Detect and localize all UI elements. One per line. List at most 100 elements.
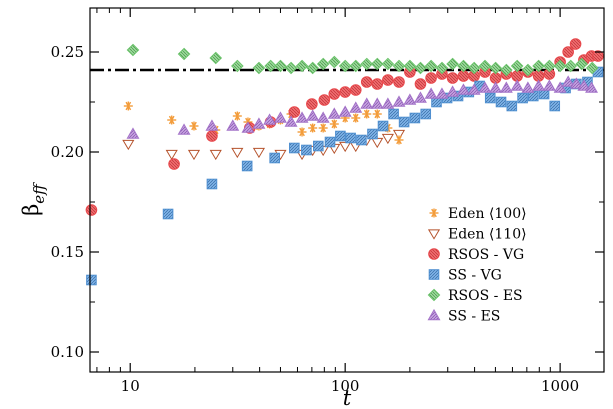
- data-point-rsos-vg: [349, 84, 362, 96]
- data-point-eden-110: [392, 129, 406, 141]
- data-point-rsos-es: [306, 61, 319, 75]
- legend-marker-rsos-es: [427, 288, 441, 302]
- data-point-rsos-vg: [288, 106, 301, 118]
- data-point-ss-es: [561, 75, 575, 87]
- data-point-ss-es: [126, 127, 140, 139]
- data-point-ss-es: [381, 97, 395, 109]
- data-point-ss-es: [467, 83, 481, 95]
- legend-label-ss-es: SS - ES: [448, 309, 500, 325]
- data-point-eden-100: [167, 115, 177, 125]
- legend-marker-rsos-vg: [428, 248, 440, 260]
- data-point-rsos-es: [316, 57, 330, 71]
- data-point-ss-vg: [241, 160, 253, 172]
- data-point-eden-110: [371, 137, 384, 149]
- data-point-ss-es: [327, 107, 341, 119]
- data-point-ss-es: [553, 81, 567, 93]
- data-point-rsos-vg: [562, 46, 574, 58]
- data-point-eden-100: [372, 109, 382, 119]
- data-point-rsos-es: [284, 61, 298, 75]
- legend-label-eden-100: Eden ⟨100⟩: [448, 206, 527, 222]
- x-axis-title: t: [343, 386, 352, 409]
- data-point-ss-es: [338, 105, 352, 117]
- data-point-rsos-vg: [569, 38, 582, 50]
- data-point-eden-100: [362, 109, 372, 119]
- data-point-ss-es: [478, 81, 492, 93]
- legend-label-eden-110: Eden ⟨110⟩: [448, 227, 527, 243]
- data-point-ss-es: [205, 119, 219, 131]
- data-point-ss-vg: [409, 112, 421, 124]
- data-point-ss-vg: [506, 100, 518, 112]
- legend-marker-eden-110: [427, 229, 441, 240]
- legend-label-rsos-es: RSOS - ES: [448, 288, 523, 304]
- data-point-ss-vg: [206, 178, 218, 190]
- data-point-ss-es: [532, 79, 546, 91]
- data-point-rsos-es: [360, 57, 374, 71]
- data-point-rsos-es: [585, 61, 599, 75]
- data-point-eden-110: [339, 141, 352, 153]
- data-point-rsos-es: [327, 55, 341, 69]
- y-axis-title: βeff: [19, 182, 48, 216]
- data-point-rsos-es: [381, 57, 395, 71]
- data-point-ss-es: [360, 97, 374, 109]
- data-point-eden-100: [394, 135, 404, 145]
- data-point-ss-vg: [549, 100, 561, 112]
- data-point-rsos-es: [349, 59, 363, 73]
- data-point-ss-es: [489, 81, 503, 93]
- data-point-rsos-es: [209, 51, 223, 65]
- data-point-rsos-vg: [592, 50, 604, 62]
- data-point-ss-vg: [335, 130, 346, 142]
- data-point-rsos-vg: [206, 130, 218, 142]
- data-point-ss-es: [295, 111, 309, 123]
- y-tick-label: 0.10: [51, 343, 84, 361]
- data-point-ss-es: [403, 93, 417, 105]
- data-point-ss-vg: [377, 120, 389, 132]
- legend: Eden ⟨100⟩ Eden ⟨110⟩ RSOS - VG SS - VG RSOS…: [427, 206, 527, 325]
- data-point-eden-100: [329, 119, 339, 129]
- data-point-ss-vg: [420, 108, 432, 120]
- data-point-eden-100: [232, 111, 242, 121]
- data-point-ss-es: [226, 119, 240, 131]
- data-point-rsos-es: [231, 59, 244, 73]
- data-point-rsos-vg: [168, 158, 180, 170]
- data-point-ss-vg: [367, 128, 378, 140]
- data-point-ss-es: [306, 109, 320, 121]
- data-point-ss-es: [263, 113, 277, 125]
- data-point-ss-es: [510, 79, 524, 91]
- data-point-rsos-es: [489, 61, 502, 75]
- data-point-ss-es: [435, 87, 449, 99]
- data-point-rsos-es: [264, 59, 277, 73]
- data-point-rsos-vg: [85, 204, 98, 216]
- data-point-eden-110: [122, 139, 135, 151]
- data-point-rsos-vg: [414, 78, 427, 90]
- data-point-ss-es: [316, 111, 330, 123]
- data-point-ss-vg: [345, 132, 356, 144]
- data-point-ss-vg: [86, 274, 97, 286]
- data-point-rsos-es: [500, 63, 513, 77]
- data-point-eden-100: [297, 127, 307, 137]
- data-point-ss-vg: [269, 152, 280, 164]
- data-point-rsos-vg: [446, 72, 459, 84]
- data-point-ss-vg: [313, 140, 324, 152]
- data-point-rsos-vg: [318, 94, 331, 106]
- data-point-ss-vg: [289, 142, 300, 154]
- data-point-eden-100: [189, 121, 199, 131]
- x-tick-label: 10: [121, 377, 140, 395]
- data-point-rsos-es: [295, 59, 309, 73]
- data-point-rsos-es: [338, 59, 352, 73]
- y-axis-title-main: β: [19, 204, 43, 216]
- data-point-eden-110: [252, 147, 266, 159]
- y-tick-label: 0.25: [51, 43, 84, 61]
- data-point-ss-es: [392, 95, 406, 107]
- ticks-layer: 0.10 0.15 0.20 0.25 10 100 1000: [51, 8, 604, 395]
- data-point-rsos-es: [392, 59, 406, 73]
- data-point-ss-es: [577, 79, 591, 91]
- data-point-rsos-vg: [328, 88, 341, 100]
- legend-marker-ss-es: [427, 308, 441, 321]
- data-point-ss-vg: [398, 116, 410, 128]
- data-point-rsos-es: [521, 63, 535, 77]
- data-point-ss-vg: [162, 208, 174, 220]
- data-point-ss-vg: [495, 96, 507, 108]
- data-point-rsos-vg: [393, 76, 405, 88]
- data-point-rsos-vg: [360, 76, 373, 88]
- data-point-ss-es: [585, 81, 598, 93]
